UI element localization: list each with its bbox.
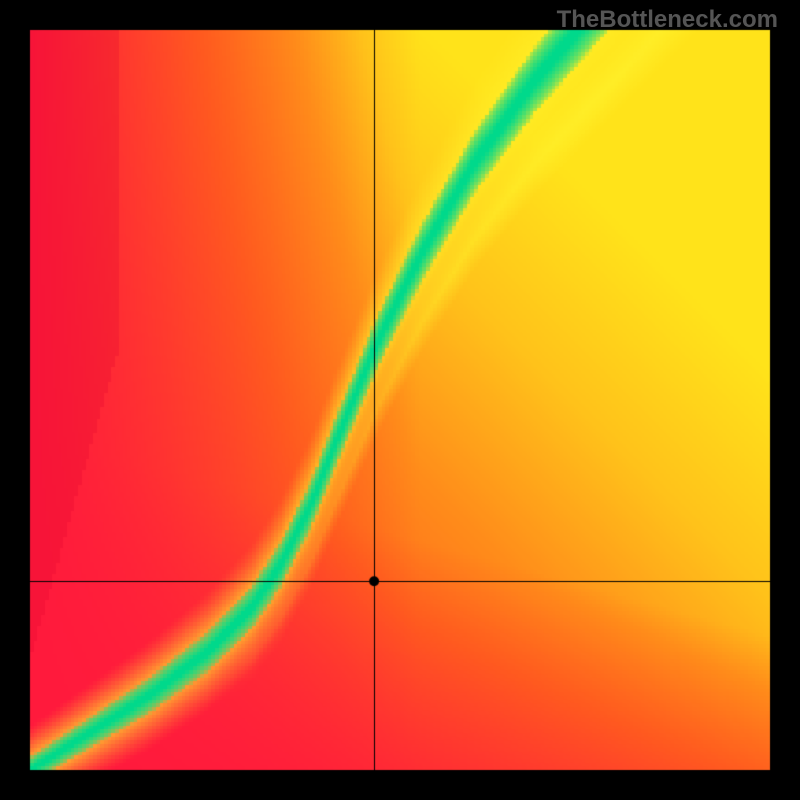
bottleneck-heatmap-canvas [0,0,800,800]
watermark-label: TheBottleneck.com [557,6,778,34]
chart-container: TheBottleneck.com [0,0,800,800]
